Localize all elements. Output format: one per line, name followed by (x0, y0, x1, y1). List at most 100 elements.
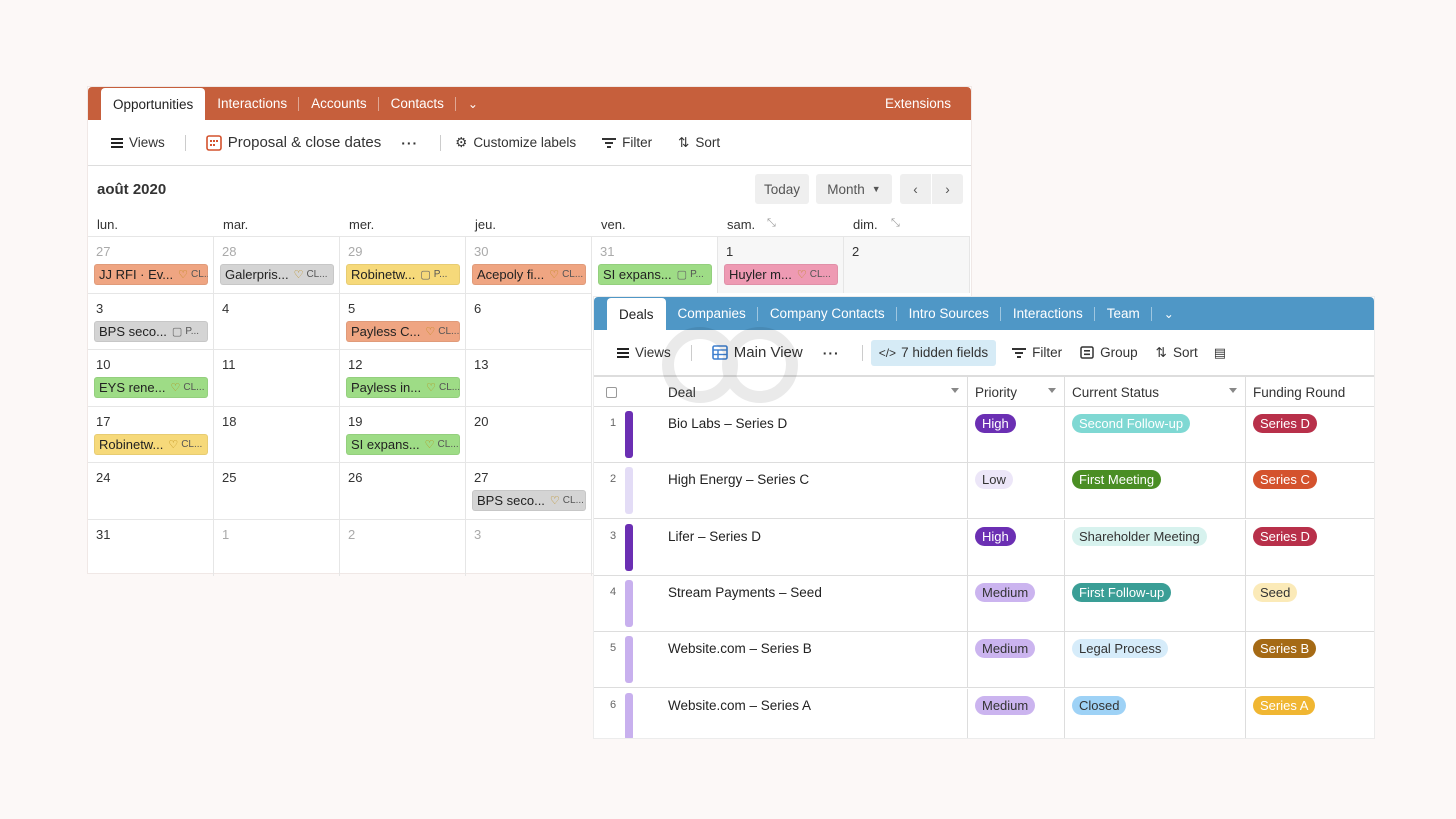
day-cell[interactable]: 5 (340, 292, 466, 350)
day-cell[interactable]: 20 (466, 405, 592, 463)
day-cell[interactable]: 3 (466, 519, 592, 576)
calendar-event[interactable]: Robinetw... ♡ CL... (94, 433, 208, 455)
table-cell[interactable] (661, 688, 968, 738)
day-cell[interactable]: 2 (844, 236, 970, 293)
tab-interactions[interactable]: Interactions (1001, 297, 1095, 330)
filter-button[interactable]: Filter (1012, 345, 1062, 360)
calendar-event[interactable]: Payless in... ♡ CL... (346, 377, 460, 399)
table-row[interactable]: 2 High Energy – Series C Low First Meeting S… (594, 463, 1374, 520)
day-cell[interactable]: 17 (88, 405, 214, 463)
calendar-event[interactable]: SI expans... ▢ P... (598, 264, 712, 285)
day-cell[interactable]: 13 (466, 349, 592, 406)
table-cell[interactable] (1065, 632, 1246, 689)
table-cell[interactable] (1065, 463, 1246, 520)
calendar-event[interactable]: JJ RFI · Ev... ♡CL... (94, 264, 208, 285)
calendar-event[interactable]: Payless C... ♡ CL... (346, 320, 460, 342)
calendar-event[interactable]: BPS seco... ♡ CL... (472, 490, 586, 512)
collapse-column-icon[interactable]: ⤡ (767, 217, 776, 229)
day-cell[interactable]: 18 (214, 405, 340, 463)
table-cell[interactable] (661, 519, 968, 576)
table-row[interactable]: 4 Stream Payments – Seed Medium First Follo… (594, 575, 1374, 632)
day-cell[interactable]: 19 (340, 405, 466, 463)
tab-team[interactable]: Team (1095, 297, 1152, 330)
customize-labels-button[interactable]: ⚙ Customize labels (455, 135, 576, 151)
tab-company-contacts[interactable]: Company Contacts (758, 297, 897, 330)
table-cell[interactable] (661, 575, 968, 632)
tab-accounts[interactable]: Accounts (299, 87, 379, 120)
column-funding-round[interactable]: Funding Round (1246, 377, 1374, 407)
views-button[interactable]: Views (111, 135, 165, 150)
tab-contacts[interactable]: Contacts (379, 87, 457, 120)
table-row[interactable]: 6 Website.com – Series A Medium Closed Serie… (594, 688, 1374, 738)
day-cell[interactable]: 27 (466, 462, 592, 519)
day-cell[interactable]: 29 (340, 236, 466, 293)
table-cell[interactable] (661, 632, 968, 689)
tab-companies[interactable]: Companies (666, 297, 759, 330)
column-deal[interactable]: Deal (661, 377, 968, 407)
table-cell[interactable] (968, 575, 1065, 632)
extensions-button[interactable]: Extensions (884, 96, 951, 111)
table-cell[interactable] (968, 463, 1065, 520)
caret-down-icon[interactable] (1229, 388, 1237, 393)
day-cell[interactable]: 2 (340, 519, 466, 576)
day-cell[interactable]: 26 (340, 462, 466, 519)
table-cell[interactable] (968, 688, 1065, 738)
tab-intro-sources[interactable]: Intro Sources (897, 297, 1002, 330)
caret-down-icon[interactable] (951, 388, 959, 393)
table-cell[interactable] (1065, 407, 1246, 463)
calendar-event[interactable]: BPS seco... ▢ P... (94, 320, 208, 342)
more-tabs-chevron-icon[interactable]: ⌄ (467, 96, 478, 111)
sort-button[interactable]: ⇅ Sort (678, 135, 720, 151)
group-button[interactable]: Group (1080, 345, 1138, 360)
filter-button[interactable]: Filter (602, 135, 652, 150)
collapse-column-icon[interactable]: ⤡ (891, 217, 900, 229)
calendar-event[interactable]: SI expans... ♡ CL... (346, 433, 460, 455)
column-priority[interactable]: Priority (968, 377, 1065, 407)
table-cell[interactable] (968, 519, 1065, 576)
table-cell[interactable] (968, 632, 1065, 689)
calendar-event[interactable]: Huyler m... ♡ CL... (724, 264, 838, 285)
day-cell[interactable]: 25 (214, 462, 340, 519)
more-options-button[interactable]: ··· (823, 345, 840, 361)
table-row[interactable]: 1 Bio Labs – Series D High Second Follow-up… (594, 407, 1374, 463)
day-cell[interactable]: 30 (466, 236, 592, 293)
day-cell[interactable]: 11 (214, 349, 340, 406)
tab-deals[interactable]: Deals (607, 298, 666, 330)
tab-opportunities[interactable]: Opportunities (101, 88, 206, 120)
day-cell[interactable]: 12 (340, 349, 466, 406)
views-button[interactable]: Views (617, 345, 671, 360)
table-cell[interactable] (1065, 575, 1246, 632)
day-cell[interactable]: 10 (88, 349, 214, 406)
calendar-event[interactable]: Acepoly fi... ♡ CL... (472, 264, 586, 285)
calendar-event[interactable]: Robinetw... ▢ P... (346, 264, 460, 285)
view-switcher[interactable]: Proposal & close dates (205, 134, 381, 151)
more-options-button[interactable]: ··· (401, 135, 418, 151)
table-cell[interactable] (661, 463, 968, 520)
prev-month-button[interactable]: ‹ (900, 174, 931, 204)
day-cell[interactable]: 28 (214, 236, 340, 293)
day-cell[interactable]: 1 (214, 519, 340, 576)
caret-down-icon[interactable] (1048, 388, 1056, 393)
select-all-checkbox[interactable] (606, 386, 617, 398)
view-switcher[interactable]: Main View (711, 344, 803, 361)
sort-button[interactable]: ⇅ Sort (1156, 345, 1198, 361)
hidden-fields-button[interactable]: </> 7 hidden fields (870, 339, 997, 366)
table-row[interactable]: 5 Website.com – Series B Medium Legal Proce… (594, 632, 1374, 689)
day-cell[interactable]: 31 (592, 236, 718, 293)
day-cell[interactable]: 27 (88, 236, 214, 293)
day-cell[interactable]: 4 (214, 292, 340, 350)
calendar-event[interactable]: Galerpris... ♡ CL... (220, 264, 334, 285)
table-row[interactable]: 3 Lifer – Series D High Shareholder Meeting… (594, 519, 1374, 576)
day-cell[interactable]: 31 (88, 519, 214, 576)
row-height-button[interactable]: ▤ (1214, 345, 1226, 361)
day-cell[interactable]: 6 (466, 292, 592, 350)
month-dropdown[interactable]: Month ▼ (816, 174, 892, 204)
table-cell[interactable] (1065, 688, 1246, 738)
today-button[interactable]: Today (755, 174, 809, 204)
day-cell[interactable]: 24 (88, 462, 214, 519)
column-current-status[interactable]: Current Status (1065, 377, 1246, 407)
more-tabs-chevron-icon[interactable]: ⌄ (1163, 306, 1174, 321)
table-cell[interactable] (968, 407, 1065, 463)
tab-interactions[interactable]: Interactions (205, 87, 299, 120)
calendar-event[interactable]: EYS rene... ♡ CL... (94, 377, 208, 399)
